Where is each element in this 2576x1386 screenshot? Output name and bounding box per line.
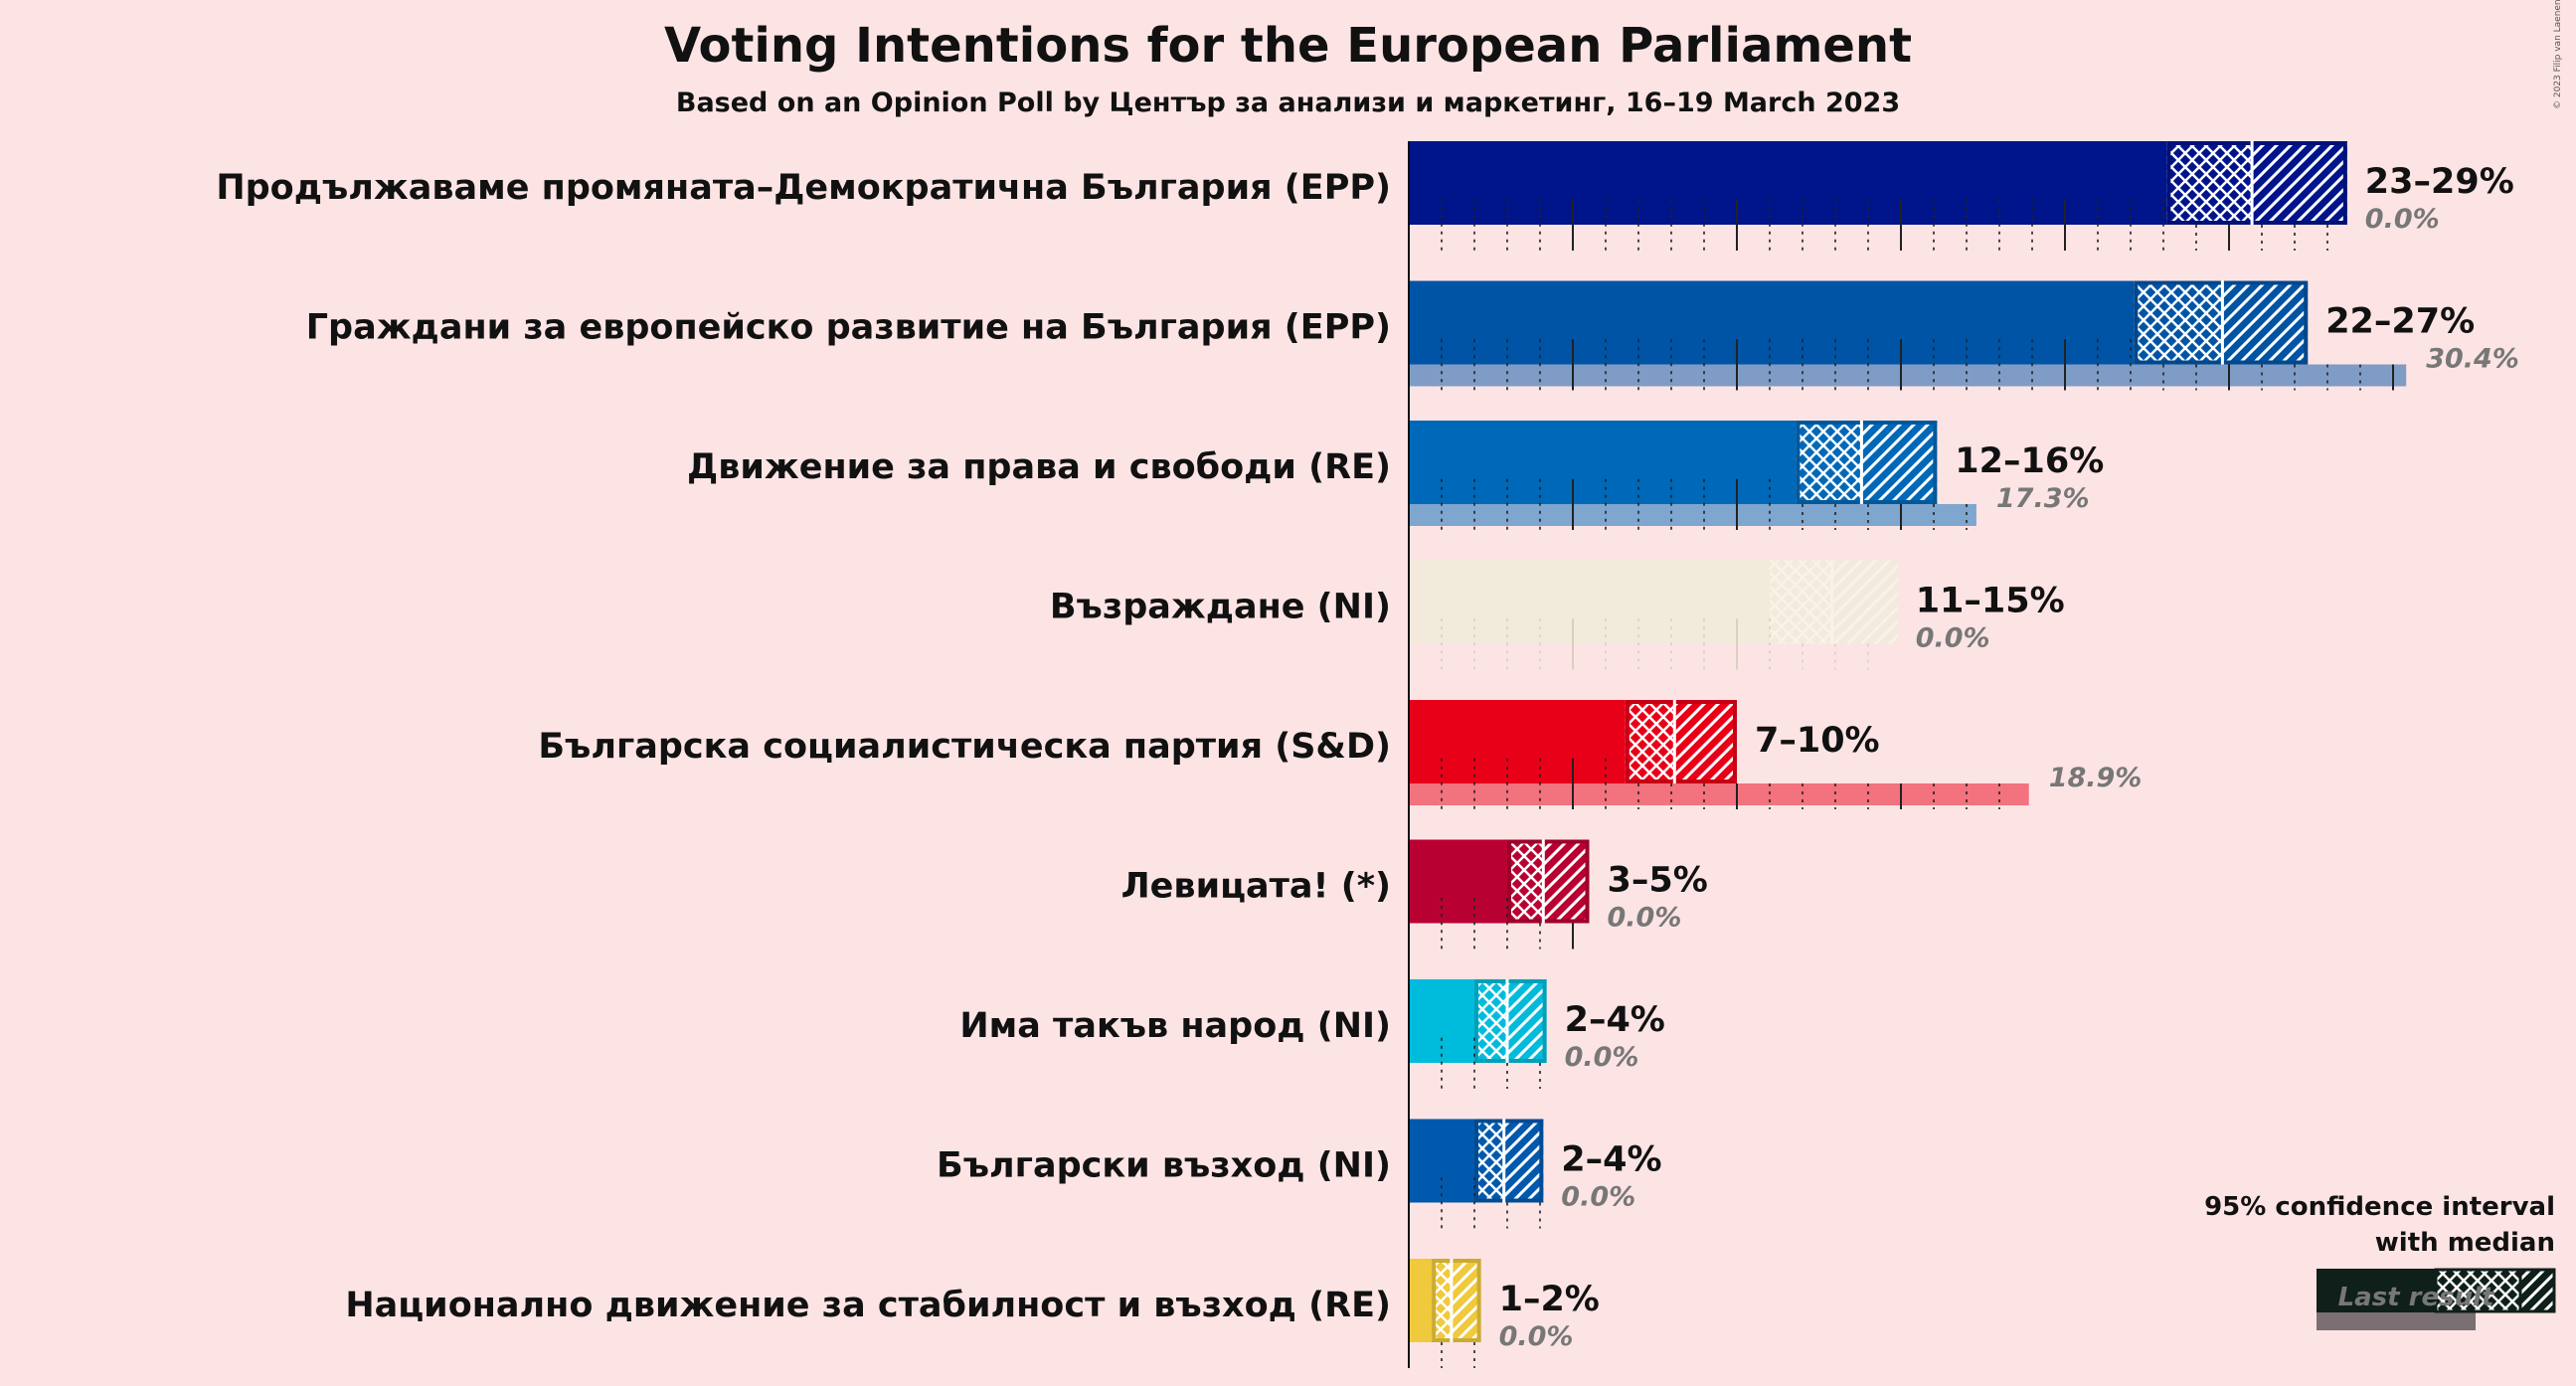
party-label: Възраждане (NI) [1050,588,1391,627]
range-label: 3–5% [1608,861,1708,901]
party-row: Български възход (NI) 2–4%0.0% [937,1119,1662,1229]
party-label: Левицата! (*) [1121,867,1391,907]
range-label: 7–10% [1755,721,1880,761]
solid-bar [1409,141,2167,225]
last-result-label: 30.4% [2426,344,2519,375]
legend-ci-outline [2434,1268,2556,1313]
party-row: Българска социалистическа партия (S&D) 7–… [538,700,2142,809]
ci-lower-hatch [1474,1119,1504,1203]
solid-bar [1409,1119,1474,1203]
ci-upper-hatch [1451,1259,1481,1342]
party-row: Национално движение за стабилност и възх… [345,1259,1600,1368]
party-label: Движение за права и свободи (RE) [687,447,1391,487]
last-result-bar [1409,364,2407,387]
legend-last-result-label: Last result [2337,1283,2494,1312]
party-row: Граждани за европейско развитие на Бълга… [306,280,2519,391]
party-row: Движение за права и свободи (RE) 12–16%17… [687,421,2104,530]
solid-bar [1409,560,1770,644]
last-result-label: 0.0% [1561,1182,1635,1213]
solid-bar [1409,700,1626,783]
ci-lower-hatch [1796,421,1862,504]
chart-subtitle: Based on an Opinion Poll by Център за ан… [675,87,1901,118]
range-label: 22–27% [2325,302,2475,342]
solid-bar [1409,839,1507,924]
range-label: 23–29% [2365,162,2514,202]
last-result-label: 0.0% [1916,623,1990,654]
ci-lower-hatch [2166,141,2253,225]
range-label: 12–16% [1955,441,2104,481]
ci-outline [1474,979,1547,1063]
ci-upper-hatch [1831,560,1898,644]
ci-lower-hatch [2134,280,2223,365]
ci-upper-hatch [1503,1119,1544,1203]
solid-bar [1409,421,1797,504]
range-label: 11–15% [1916,582,2065,621]
party-label: Български възход (NI) [937,1146,1391,1186]
party-row: Продължаваме промяната–Демократична Бълг… [216,141,2514,251]
solid-bar [1409,979,1474,1063]
range-label: 1–2% [1499,1280,1600,1319]
ci-outline [1625,700,1738,783]
party-row: Левицата! (*) 3–5%0.0% [1121,839,1708,950]
legend-last-swatch [2317,1312,2476,1330]
ci-lower-hatch [1432,1259,1452,1342]
ci-upper-hatch [2222,280,2309,365]
ci-lower-hatch [1625,700,1675,783]
last-result-bar [1409,504,1976,526]
ci-lower-hatch [1770,560,1832,644]
party-label: Има такъв народ (NI) [959,1006,1391,1046]
ci-upper-hatch [1543,839,1590,924]
ci-outline [2134,280,2309,365]
legend-diag-swatch [2520,1269,2555,1312]
ci-outline [1796,421,1938,504]
ci-upper-hatch [2252,141,2347,225]
last-result-label: 0.0% [2365,204,2440,235]
legend-title-line2: with median [2374,1228,2555,1258]
ci-outline [2166,141,2347,225]
party-label: Българска социалистическа партия (S&D) [538,727,1391,767]
ci-upper-hatch [1674,700,1737,783]
last-result-bar [1409,783,2029,805]
party-label: Национално движение за стабилност и възх… [345,1286,1391,1325]
last-result-label: 17.3% [1996,483,2090,514]
ci-lower-hatch [1507,839,1544,924]
ci-lower-hatch [1474,979,1507,1063]
last-result-label: 18.9% [2049,763,2143,793]
range-label: 2–4% [1561,1140,1661,1180]
solid-bar [1409,280,2135,365]
ci-outline [1432,1259,1481,1342]
range-label: 2–4% [1565,1000,1665,1040]
ci-upper-hatch [1507,979,1547,1063]
party-rows: Продължаваме промяната–Демократична Бълг… [216,141,2519,1368]
party-label: Продължаваме промяната–Демократична Бълг… [216,168,1391,208]
legend-title-line1: 95% confidence interval [2204,1192,2555,1222]
ci-outline [1474,1119,1544,1203]
ci-upper-hatch [1861,421,1938,504]
last-result-label: 0.0% [1499,1321,1574,1352]
party-row: Възраждане (NI) 11–15%0.0% [1050,560,2065,670]
legend-title: 95% confidence interval with median [2138,1189,2555,1261]
last-result-label: 0.0% [1608,903,1682,934]
last-result-label: 0.0% [1565,1042,1639,1073]
party-label: Граждани за европейско развитие на Бълга… [306,308,1391,348]
solid-bar [1409,1259,1433,1342]
chart-title: Voting Intentions for the European Parli… [663,18,1913,74]
legend-cross-swatch [2436,1269,2520,1312]
party-row: Има такъв народ (NI) 2–4%0.0% [959,979,1665,1089]
legend-graphic [2317,1268,2556,1330]
ci-outline [1507,839,1590,924]
